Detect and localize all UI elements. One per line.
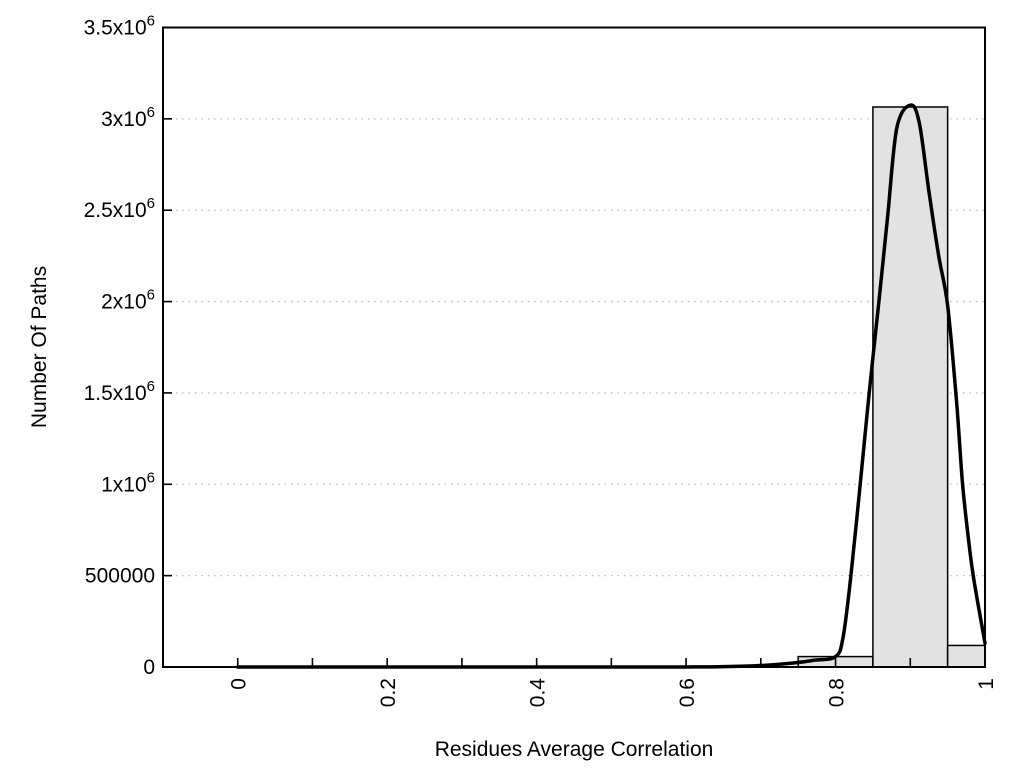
x-tick-label: 0.6 [676, 678, 699, 707]
y-axis-title: Number Of Paths [28, 265, 51, 429]
x-tick-label: 0 [228, 678, 251, 690]
x-tick-label: 0.2 [377, 678, 400, 707]
y-tick-label: 2x106 [101, 287, 155, 314]
axis-ticks-and-labels: 0 500000 1x106 1.5x106 2x106 2.5x106 3x106 3.5x… [84, 13, 998, 708]
y-tick-label: 2.5x106 [84, 195, 155, 222]
y-tick-label: 1x106 [101, 469, 155, 496]
y-tick-label: 500000 [85, 565, 155, 588]
gridlines [163, 26, 985, 577]
y-tick-label: 3.5x106 [84, 13, 155, 40]
x-tick-label: 0.8 [826, 678, 849, 707]
x-tick-label: 0.4 [527, 678, 550, 708]
histogram-bar [946, 644, 986, 668]
histogram-bar [872, 106, 949, 668]
y-tick-label: 3x106 [101, 104, 155, 131]
y-tick-label: 1.5x106 [84, 378, 155, 405]
plot-frame [162, 26, 986, 668]
x-axis-title: Residues Average Correlation [434, 738, 714, 761]
y-tick-label: 0 [143, 656, 155, 679]
x-tick-label: 1 [975, 678, 998, 690]
